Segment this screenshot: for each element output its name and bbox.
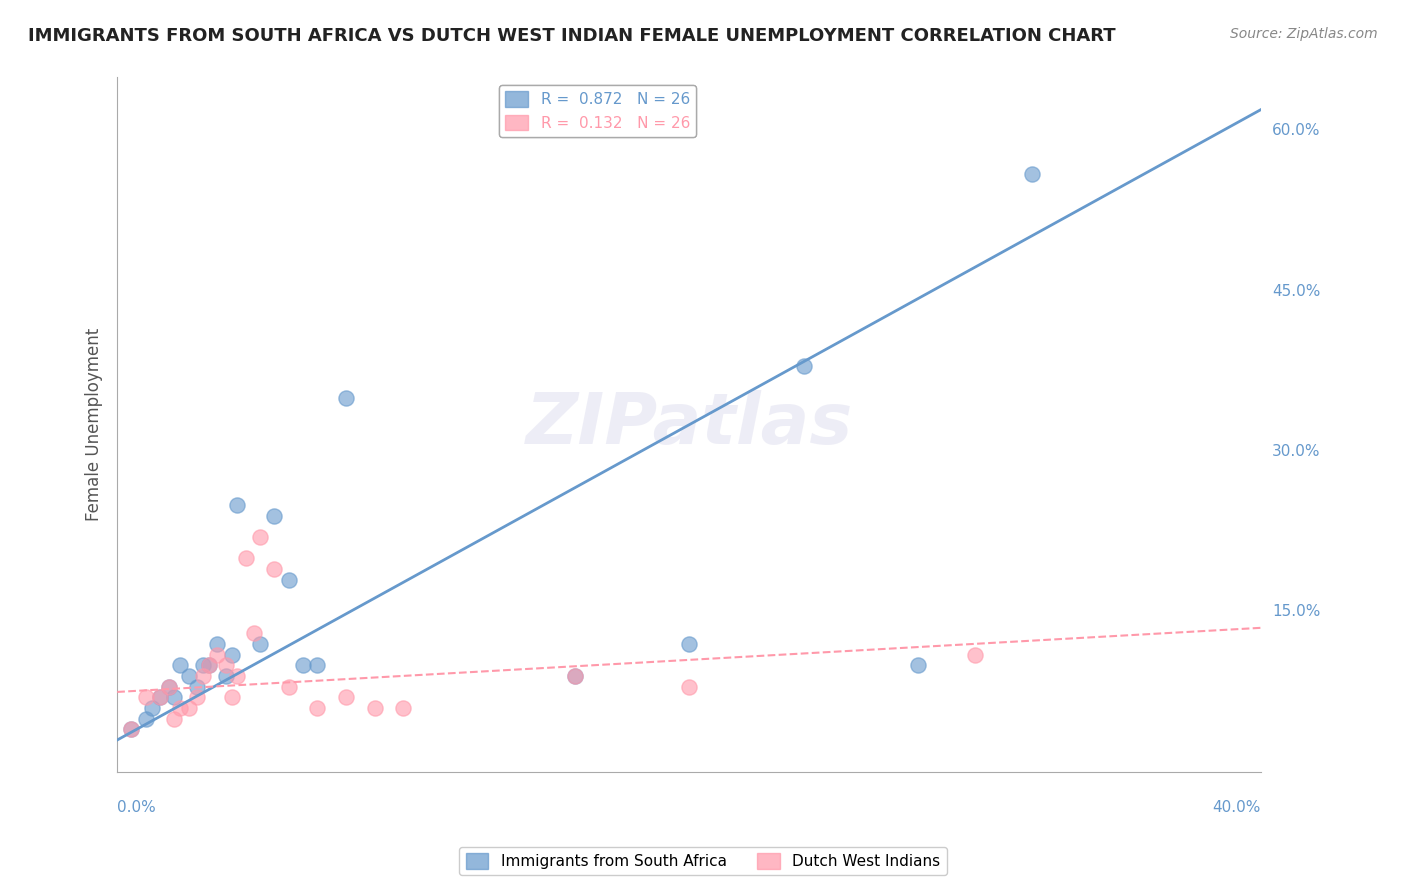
Point: [1021, 167, 1043, 181]
Point: [292, 658, 315, 673]
Point: [149, 690, 172, 705]
Text: 15.0%: 15.0%: [1272, 604, 1320, 619]
Point: [277, 573, 299, 587]
Point: [307, 701, 329, 715]
Point: [157, 680, 180, 694]
Point: [907, 658, 929, 673]
Point: [186, 690, 208, 705]
Point: [263, 508, 285, 523]
Point: [121, 723, 143, 737]
Point: [163, 690, 186, 705]
Point: [792, 359, 814, 373]
Point: [965, 648, 987, 662]
Text: Source: ZipAtlas.com: Source: ZipAtlas.com: [1230, 27, 1378, 41]
Point: [335, 690, 357, 705]
Point: [177, 701, 200, 715]
Point: [243, 626, 266, 640]
Text: 60.0%: 60.0%: [1272, 123, 1320, 138]
Point: [169, 658, 191, 673]
Point: [263, 562, 285, 576]
Point: [191, 658, 214, 673]
Point: [135, 690, 157, 705]
Point: [169, 701, 191, 715]
Point: [121, 723, 143, 737]
Point: [277, 680, 299, 694]
Text: 45.0%: 45.0%: [1272, 284, 1320, 299]
Point: [157, 680, 180, 694]
Point: [135, 712, 157, 726]
Legend: R =  0.872   N = 26, R =  0.132   N = 26: R = 0.872 N = 26, R = 0.132 N = 26: [499, 85, 696, 136]
Point: [226, 498, 249, 512]
Point: [678, 680, 700, 694]
Point: [177, 669, 200, 683]
Point: [186, 680, 208, 694]
Point: [392, 701, 415, 715]
Point: [249, 530, 271, 544]
Point: [221, 690, 243, 705]
Text: 40.0%: 40.0%: [1213, 800, 1261, 815]
Point: [335, 391, 357, 405]
Point: [235, 551, 257, 566]
Point: [226, 669, 249, 683]
Legend: Immigrants from South Africa, Dutch West Indians: Immigrants from South Africa, Dutch West…: [460, 847, 946, 875]
Point: [141, 701, 163, 715]
Point: [207, 648, 229, 662]
Y-axis label: Female Unemployment: Female Unemployment: [86, 328, 103, 522]
Text: 0.0%: 0.0%: [117, 800, 156, 815]
Point: [197, 658, 219, 673]
Point: [215, 658, 238, 673]
Text: 30.0%: 30.0%: [1272, 444, 1320, 459]
Point: [215, 669, 238, 683]
Point: [564, 669, 586, 683]
Point: [191, 669, 214, 683]
Point: [197, 658, 219, 673]
Point: [207, 637, 229, 651]
Point: [678, 637, 700, 651]
Point: [564, 669, 586, 683]
Text: IMMIGRANTS FROM SOUTH AFRICA VS DUTCH WEST INDIAN FEMALE UNEMPLOYMENT CORRELATIO: IMMIGRANTS FROM SOUTH AFRICA VS DUTCH WE…: [28, 27, 1116, 45]
Point: [163, 712, 186, 726]
Point: [149, 690, 172, 705]
Point: [307, 658, 329, 673]
Point: [221, 648, 243, 662]
Point: [249, 637, 271, 651]
Text: ZIPatlas: ZIPatlas: [526, 391, 853, 459]
Point: [363, 701, 385, 715]
